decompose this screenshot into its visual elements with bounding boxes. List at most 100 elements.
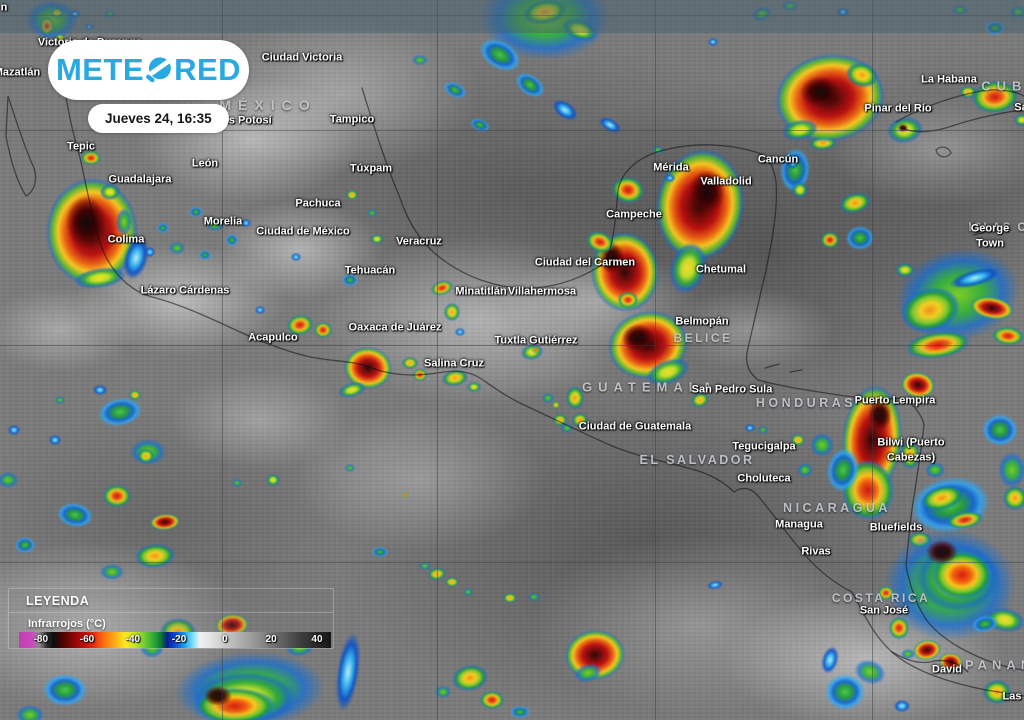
storm-cell bbox=[189, 207, 203, 217]
storm-cell bbox=[314, 322, 332, 338]
city-label: Guadalajara bbox=[108, 173, 172, 186]
city-label: David bbox=[932, 663, 962, 676]
storm-cell bbox=[93, 385, 107, 395]
city-label: Ciudad de Guatemala bbox=[578, 420, 692, 433]
storm-cell bbox=[255, 306, 265, 314]
storm-cell bbox=[206, 219, 224, 231]
storm-cell bbox=[402, 357, 418, 369]
city-label: Oaxaca de Juárez bbox=[348, 321, 442, 334]
legend-tick: -20 bbox=[171, 634, 187, 645]
storm-cell bbox=[846, 226, 874, 250]
storm-cell bbox=[758, 426, 768, 434]
legend-title: LEYENDA bbox=[9, 589, 333, 613]
legend-tick: -60 bbox=[79, 634, 95, 645]
city-label: Salina Cruz bbox=[424, 357, 484, 370]
city-label: San Pedro Sula bbox=[691, 383, 773, 396]
grid-line bbox=[655, 0, 656, 720]
storm-cell bbox=[116, 208, 132, 236]
storm-cell bbox=[788, 157, 798, 169]
night-shade-band bbox=[0, 0, 1024, 33]
storm-cell bbox=[100, 564, 124, 580]
storm-cell bbox=[55, 396, 65, 404]
storm-cell bbox=[291, 253, 301, 261]
city-label: Tegucigalpa bbox=[732, 440, 796, 453]
grid-line bbox=[872, 0, 873, 720]
city-label: Mérida bbox=[653, 161, 689, 174]
city-label: Ciudad del Carmen bbox=[534, 256, 636, 269]
grid-line bbox=[0, 345, 1024, 346]
storm-cell bbox=[372, 547, 388, 557]
city-label: Pachuca bbox=[295, 197, 341, 210]
legend-tick: 20 bbox=[265, 634, 277, 645]
storm-cell bbox=[792, 182, 808, 198]
storm-cell bbox=[894, 700, 910, 712]
storm-cell bbox=[55, 34, 65, 42]
legend-tick: -80 bbox=[33, 634, 49, 645]
city-label: Acapulco bbox=[248, 331, 298, 344]
country-label: PANAMÁ bbox=[964, 657, 1024, 673]
storm-cell bbox=[926, 540, 958, 564]
country-label: HONDURAS bbox=[755, 396, 857, 410]
storm-cell bbox=[419, 562, 431, 570]
storm-cell bbox=[528, 593, 540, 601]
storm-cell bbox=[510, 706, 530, 718]
city-label: Chetumal bbox=[695, 263, 747, 276]
timestamp-badge: Jueves 24, 16:35 bbox=[88, 104, 229, 133]
storm-cell bbox=[572, 413, 588, 427]
storm-cell bbox=[226, 234, 238, 246]
storm-cell bbox=[103, 485, 131, 507]
city-label: Cancún bbox=[757, 153, 799, 166]
city-label: Tampico bbox=[329, 113, 375, 126]
storm-cell bbox=[901, 649, 915, 659]
storm-cell bbox=[435, 686, 451, 698]
storm-cell bbox=[622, 324, 654, 352]
meteored-lens-icon bbox=[145, 56, 174, 84]
storm-cell bbox=[998, 452, 1024, 488]
storm-cell bbox=[552, 401, 560, 409]
storm-cell bbox=[532, 347, 540, 353]
storm-cell bbox=[199, 250, 211, 260]
city-label: Veracruz bbox=[396, 235, 442, 248]
country-label: MÉXICO bbox=[219, 97, 317, 113]
storm-cell bbox=[652, 146, 664, 154]
storm-cell bbox=[169, 242, 185, 254]
storm-cell bbox=[800, 76, 840, 108]
grid-line bbox=[0, 562, 1024, 563]
city-label: Managua bbox=[775, 518, 823, 531]
storm-cell bbox=[346, 190, 358, 200]
city-label: Belmopán bbox=[675, 315, 729, 328]
storm-cell bbox=[81, 151, 101, 165]
city-label: Pinar del Río bbox=[864, 102, 932, 115]
storm-cell bbox=[342, 274, 358, 286]
city-label: Ciudad de México bbox=[256, 225, 350, 238]
city-label: León bbox=[191, 157, 219, 170]
city-label: Campeche bbox=[606, 208, 662, 221]
storm-cell bbox=[982, 414, 1018, 446]
storm-cell bbox=[129, 390, 141, 400]
storm-cell bbox=[463, 588, 473, 596]
storm-cell bbox=[745, 424, 755, 432]
storm-cell bbox=[1003, 486, 1024, 510]
meteored-wordmark: METE RED bbox=[56, 52, 241, 88]
storm-cell bbox=[15, 537, 35, 553]
city-label: Ciudad Victoria bbox=[261, 51, 343, 64]
logo-text-left: METE bbox=[55, 52, 145, 87]
storm-cell bbox=[900, 441, 920, 469]
country-label: COSTA RICA bbox=[831, 591, 931, 605]
country-label: NICARAGUA bbox=[783, 501, 891, 515]
storm-cell bbox=[204, 686, 232, 706]
storm-cell bbox=[542, 393, 554, 403]
city-label: n bbox=[0, 1, 8, 14]
storm-cell bbox=[445, 577, 459, 587]
country-label: EL SALVADOR bbox=[639, 453, 755, 467]
storm-cell bbox=[16, 705, 44, 720]
storm-cell bbox=[889, 617, 909, 639]
storm-cell bbox=[480, 691, 504, 709]
city-label: La Habana bbox=[921, 73, 977, 86]
storm-cell bbox=[878, 586, 894, 600]
city-label: Mazatlán bbox=[0, 66, 41, 79]
logo-text-right: RED bbox=[174, 52, 242, 87]
storm-cell bbox=[455, 328, 465, 336]
